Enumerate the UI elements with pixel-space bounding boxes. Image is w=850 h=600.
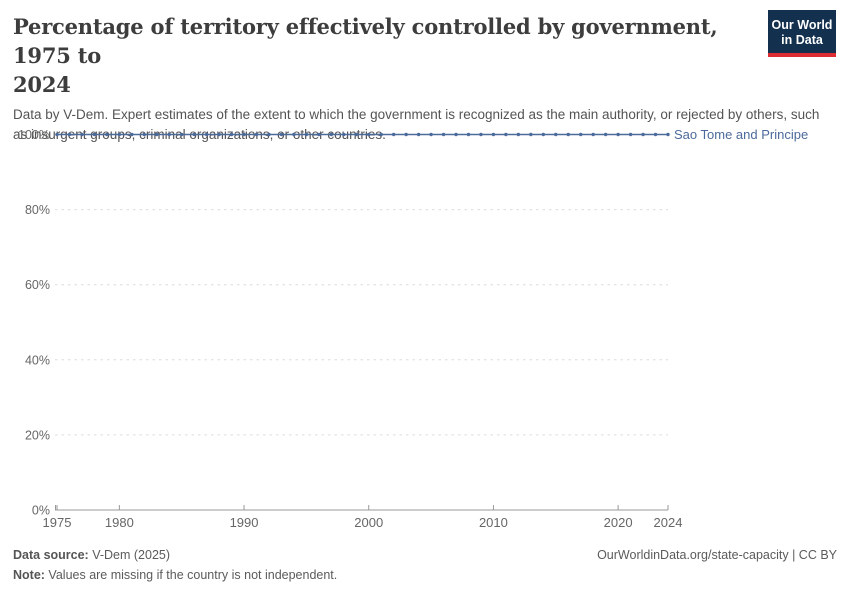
data-point-1975[interactable] [55, 132, 59, 137]
data-point-1996[interactable] [317, 132, 321, 137]
note-value: Values are missing if the country is not… [44, 568, 338, 582]
data-source-value: V-Dem (2025) [88, 548, 171, 562]
data-point-1991[interactable] [254, 132, 259, 137]
data-point-1986[interactable] [192, 132, 196, 137]
data-point-2002[interactable] [391, 132, 396, 137]
x-tick-label-1990: 1990 [230, 515, 259, 530]
data-point-1990[interactable] [242, 132, 246, 137]
data-point-1987[interactable] [204, 132, 209, 137]
owid-url-link[interactable]: OurWorldinData.org/state-capacity | CC B… [597, 548, 837, 562]
data-point-2015[interactable] [554, 132, 558, 137]
data-point-2018[interactable] [591, 132, 595, 137]
data-point-1995[interactable] [304, 132, 309, 137]
data-point-1981[interactable] [130, 132, 134, 137]
entity-label-Sao Tome and Principe[interactable]: Sao Tome and Principe [674, 127, 808, 142]
y-tick-label-60%: 60% [25, 278, 50, 292]
data-point-1993[interactable] [279, 132, 284, 137]
data-point-1976[interactable] [67, 132, 72, 137]
data-point-1984[interactable] [167, 132, 171, 137]
chart-footer: Data source: V-Dem (2025) OurWorldinData… [13, 545, 837, 585]
data-point-2003[interactable] [404, 132, 408, 137]
owid-logo-line2: in Data [781, 33, 823, 47]
data-point-2007[interactable] [454, 132, 458, 137]
data-point-1997[interactable] [329, 132, 334, 137]
y-tick-label-100%: 100% [18, 128, 50, 142]
page-title: Percentage of territory effectively cont… [13, 12, 753, 99]
data-point-2019[interactable] [603, 132, 608, 137]
data-point-2023[interactable] [653, 132, 658, 137]
data-point-1983[interactable] [155, 132, 159, 137]
data-point-2005[interactable] [429, 132, 433, 137]
note-label: Note: [13, 568, 45, 582]
data-point-2009[interactable] [479, 132, 483, 137]
data-point-2022[interactable] [641, 132, 645, 137]
data-point-2024[interactable] [666, 132, 670, 137]
data-point-2011[interactable] [504, 132, 508, 137]
x-tick-label-2010: 2010 [479, 515, 508, 530]
data-point-1994[interactable] [292, 132, 296, 137]
data-point-1992[interactable] [267, 132, 271, 137]
footer-row-note: Note: Values are missing if the country … [13, 565, 837, 585]
x-tick-label-1975: 1975 [43, 515, 72, 530]
data-point-2021[interactable] [628, 132, 633, 137]
data-point-2004[interactable] [416, 132, 421, 137]
data-point-1979[interactable] [105, 132, 109, 137]
data-point-2014[interactable] [541, 132, 546, 137]
data-point-1977[interactable] [80, 132, 84, 137]
page-title-line1: Percentage of territory effectively cont… [13, 14, 718, 68]
data-point-1978[interactable] [92, 132, 97, 137]
y-tick-label-80%: 80% [25, 203, 50, 217]
owid-logo[interactable]: Our World in Data [768, 10, 836, 57]
data-point-1999[interactable] [354, 132, 358, 137]
line-chart: 0% 20% 40% 60% 80% 100% 1975 1980 1990 2000 2010 20… [0, 120, 850, 540]
data-point-1982[interactable] [142, 132, 146, 137]
x-tick-label-2024: 2024 [654, 515, 683, 530]
data-point-2020[interactable] [616, 132, 620, 137]
x-tick-label-2000: 2000 [354, 515, 383, 530]
owid-logo-line1: Our World [771, 18, 833, 32]
data-source-label: Data source: [13, 548, 89, 562]
data-point-2016[interactable] [566, 132, 570, 137]
page-title-line2: 2024 [13, 72, 71, 97]
data-point-2017[interactable] [579, 132, 583, 137]
data-point-1985[interactable] [179, 132, 184, 137]
data-source-line: Data source: V-Dem (2025) [13, 545, 170, 565]
y-tick-label-20%: 20% [25, 428, 50, 442]
y-tick-label-40%: 40% [25, 353, 50, 367]
y-tick-label-0%: 0% [32, 504, 50, 518]
data-point-1980[interactable] [117, 132, 122, 137]
data-point-2010[interactable] [491, 132, 496, 137]
data-point-2012[interactable] [516, 132, 521, 137]
data-point-1989[interactable] [229, 132, 234, 137]
footer-row-source: Data source: V-Dem (2025) OurWorldinData… [13, 545, 837, 565]
chart-canvas: 0% 20% 40% 60% 80% 100% 1975 1980 1990 2000 2010 20… [18, 127, 808, 530]
data-point-2001[interactable] [379, 132, 383, 137]
data-point-2013[interactable] [529, 132, 533, 137]
data-point-1998[interactable] [342, 132, 346, 137]
data-point-2006[interactable] [441, 132, 446, 137]
x-tick-label-1980: 1980 [105, 515, 134, 530]
data-point-2000[interactable] [367, 132, 371, 137]
x-tick-label-2020: 2020 [604, 515, 633, 530]
data-point-1988[interactable] [217, 132, 221, 137]
data-point-2008[interactable] [466, 132, 471, 137]
